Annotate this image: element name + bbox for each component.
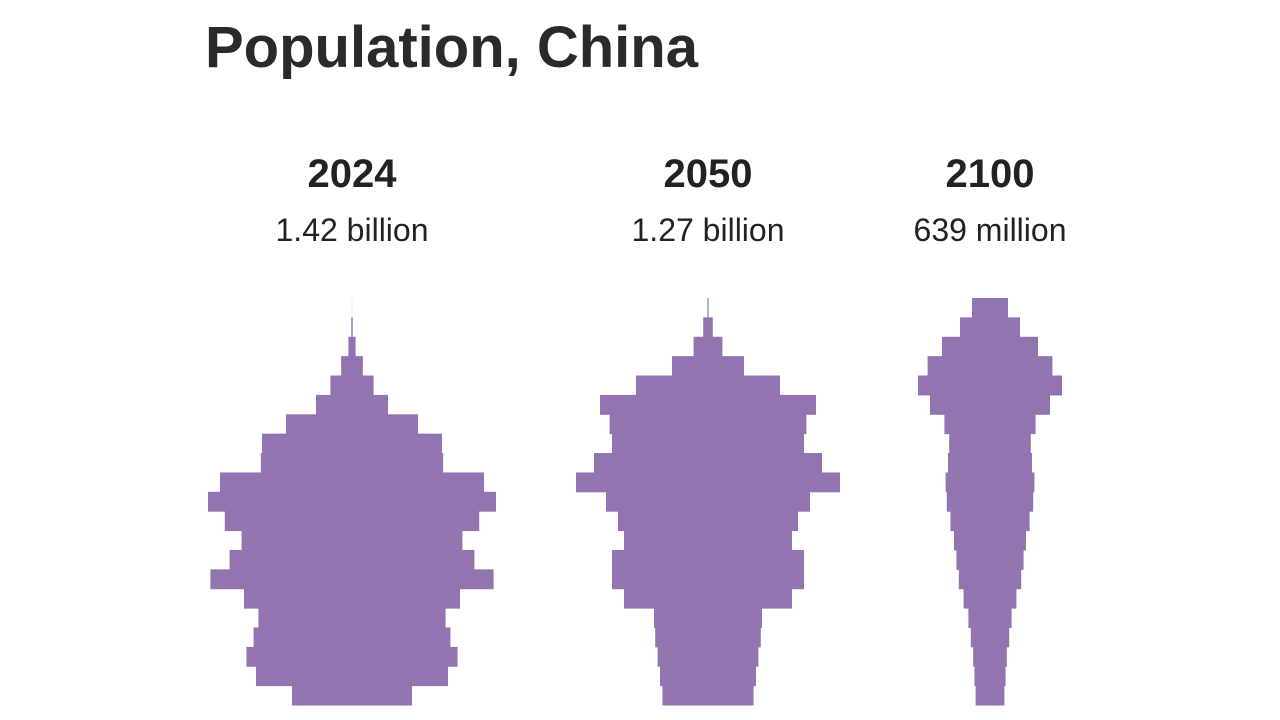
age-group-bar [654,608,762,628]
age-group-bar [612,569,804,590]
age-group-bar [950,511,1030,532]
age-group-bar [292,685,412,706]
age-group-bar [973,646,1007,667]
pyramid-total: 1.42 billion [276,212,429,248]
pyramid-year: 2100 [946,152,1035,196]
age-group-bar [655,627,761,648]
age-group-bar [949,433,1031,454]
age-group-bar [612,433,804,454]
age-group-bar [944,414,1036,435]
pyramid-year: 2024 [308,152,398,196]
age-group-bar [707,298,709,318]
age-group-bar [975,685,1005,706]
age-group-bar [956,549,1024,570]
age-group-bar [576,472,840,493]
age-group-bar [262,433,442,454]
age-group-bar [945,472,1035,493]
pyramid-total: 1.27 billion [632,212,785,248]
age-group-bar [244,588,460,609]
age-group-bar [609,414,807,435]
age-group-bar [260,453,444,473]
age-group-bar [316,394,388,415]
age-group-bar [253,627,451,648]
age-group-bar [220,472,484,493]
age-group-bar [636,375,780,396]
age-group-bar [618,511,798,532]
age-group-bar [918,375,1062,396]
age-group-bar [963,588,1017,609]
age-group-bar [348,336,356,357]
age-group-bar [942,336,1038,357]
age-group-bar [672,356,744,377]
age-group-bar [351,317,353,338]
age-group-bar [927,356,1053,377]
age-group-bar [606,491,810,512]
age-group-bar [341,356,363,377]
age-group-bar [703,317,713,338]
age-group-bar [960,317,1020,338]
age-group-bar [958,569,1022,590]
age-group-bar [600,394,816,415]
pyramid-year: 2050 [664,152,753,196]
age-group-bar [258,608,446,628]
age-group-bar [330,375,374,396]
age-group-bar [241,530,463,551]
age-group-bar [256,666,448,687]
age-group-bar [224,511,480,532]
age-group-bar [968,608,1012,628]
age-group-bar [972,298,1008,318]
age-group-bar [970,627,1010,648]
age-group-bar [229,549,475,570]
age-group-bar [657,646,759,667]
age-group-bar [662,685,754,706]
age-group-bar [594,453,822,473]
age-group-bar [208,491,496,512]
age-group-bar [693,336,723,357]
age-group-bar [624,530,792,551]
age-group-bar [612,549,804,570]
age-group-bar [974,666,1006,687]
age-group-bar [246,646,458,667]
age-group-bar [286,414,418,435]
age-group-bar [624,588,792,609]
age-group-bar [660,666,756,687]
pyramid-total: 639 million [914,212,1067,248]
age-group-bar [210,569,494,590]
age-group-bar [946,491,1034,512]
age-group-bar [948,453,1032,473]
age-group-bar [954,530,1026,551]
age-group-bar [930,394,1050,415]
chart-title: Population, China [205,15,699,80]
